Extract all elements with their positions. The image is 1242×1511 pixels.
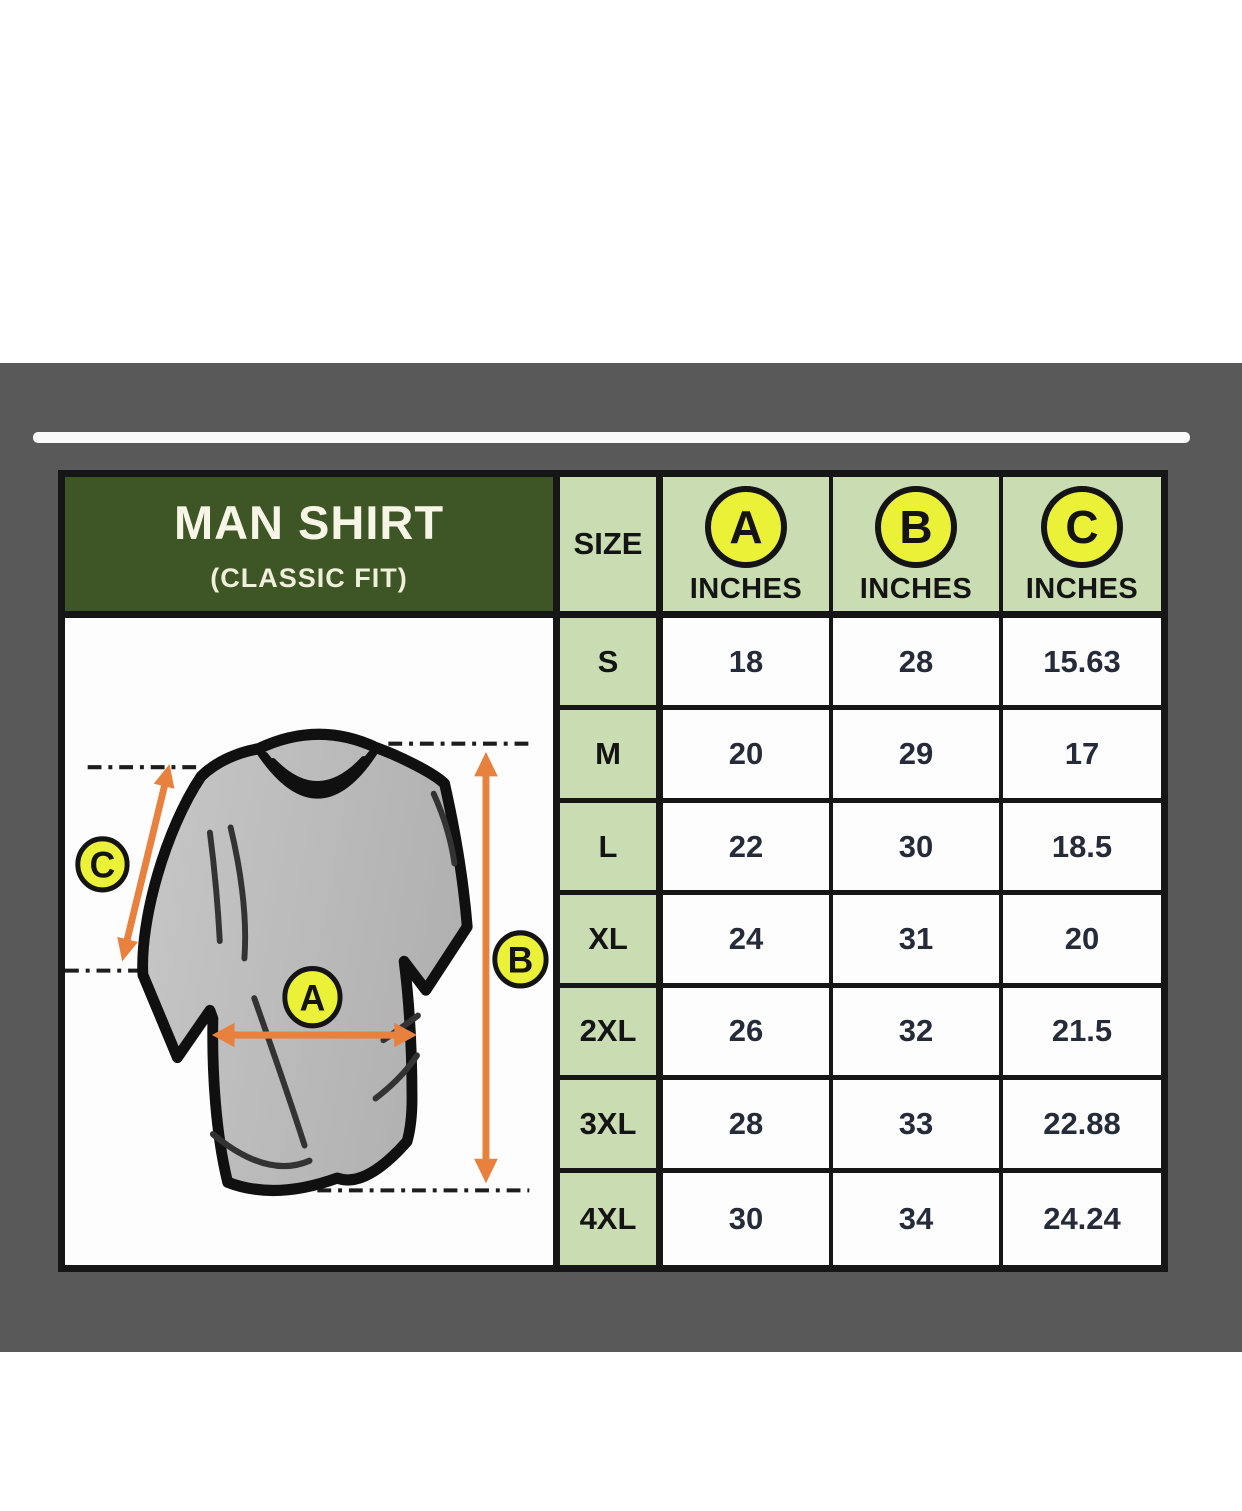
measure-letter: C xyxy=(1065,501,1099,553)
chart-title-cell: MAN SHIRT (CLASSIC FIT) xyxy=(65,477,560,618)
value-cell: 26 xyxy=(663,987,833,1081)
size-cell-m: M xyxy=(560,710,663,803)
value-cell: 24 xyxy=(663,895,833,988)
measure-arrow-a xyxy=(211,1022,417,1048)
value-cell: 34 xyxy=(833,1172,1003,1265)
measure-b-icon: B xyxy=(875,486,957,568)
shirt-measurement-diagram: C B A xyxy=(65,728,549,1197)
column-header-b: B INCHES xyxy=(833,477,1003,618)
svg-text:B: B xyxy=(508,939,534,981)
measure-badge-a: A xyxy=(282,966,343,1029)
value-cell: 17 xyxy=(1003,710,1161,803)
measure-arrow-b xyxy=(474,751,498,1184)
measure-badge-b: B xyxy=(492,930,549,989)
value-cell: 31 xyxy=(833,895,1003,988)
size-cell-2xl: 2XL xyxy=(560,987,663,1081)
size-cell-l: L xyxy=(560,802,663,896)
unit-label: INCHES xyxy=(859,573,973,605)
shirt-diagram-cell: C B A xyxy=(65,618,560,1265)
size-cell-s: S xyxy=(560,618,663,711)
measure-c-icon: C xyxy=(1041,486,1123,568)
value-cell: 29 xyxy=(833,710,1003,803)
chart-subtitle: (CLASSIC FIT) xyxy=(210,562,408,593)
value-cell: 21.5 xyxy=(1003,987,1161,1081)
unit-label: INCHES xyxy=(689,573,803,605)
size-cell-xl: XL xyxy=(560,895,663,988)
value-cell: 30 xyxy=(833,802,1003,896)
divider-rule xyxy=(33,432,1190,443)
measure-letter: A xyxy=(729,501,763,553)
value-cell: 20 xyxy=(663,710,833,803)
svg-text:C: C xyxy=(90,844,116,886)
size-cell-4xl: 4XL xyxy=(560,1172,663,1265)
chart-title: MAN SHIRT xyxy=(173,495,445,549)
size-chart-card: MAN SHIRT (CLASSIC FIT) SIZE xyxy=(58,470,1168,1272)
column-header-c: C INCHES xyxy=(1003,477,1161,618)
measure-arrow-c xyxy=(117,764,175,962)
value-cell: 28 xyxy=(833,618,1003,711)
measure-letter: B xyxy=(899,501,933,553)
value-cell: 22.88 xyxy=(1003,1080,1161,1173)
value-cell: 30 xyxy=(663,1172,833,1265)
column-header-a: A INCHES xyxy=(663,477,833,618)
value-cell: 32 xyxy=(833,987,1003,1081)
value-cell: 18.5 xyxy=(1003,802,1161,896)
value-cell: 33 xyxy=(833,1080,1003,1173)
tshirt-illustration xyxy=(137,728,473,1197)
size-column-header: SIZE xyxy=(560,477,663,618)
value-cell: 20 xyxy=(1003,895,1161,988)
value-cell: 24.24 xyxy=(1003,1172,1161,1265)
value-cell: 28 xyxy=(663,1080,833,1173)
value-cell: 15.63 xyxy=(1003,618,1161,711)
value-cell: 18 xyxy=(663,618,833,711)
measure-badge-c: C xyxy=(75,836,130,893)
unit-label: INCHES xyxy=(1025,573,1139,605)
value-cell: 22 xyxy=(663,802,833,896)
measure-a-icon: A xyxy=(705,486,787,568)
size-cell-3xl: 3XL xyxy=(560,1080,663,1173)
svg-text:A: A xyxy=(300,977,326,1019)
